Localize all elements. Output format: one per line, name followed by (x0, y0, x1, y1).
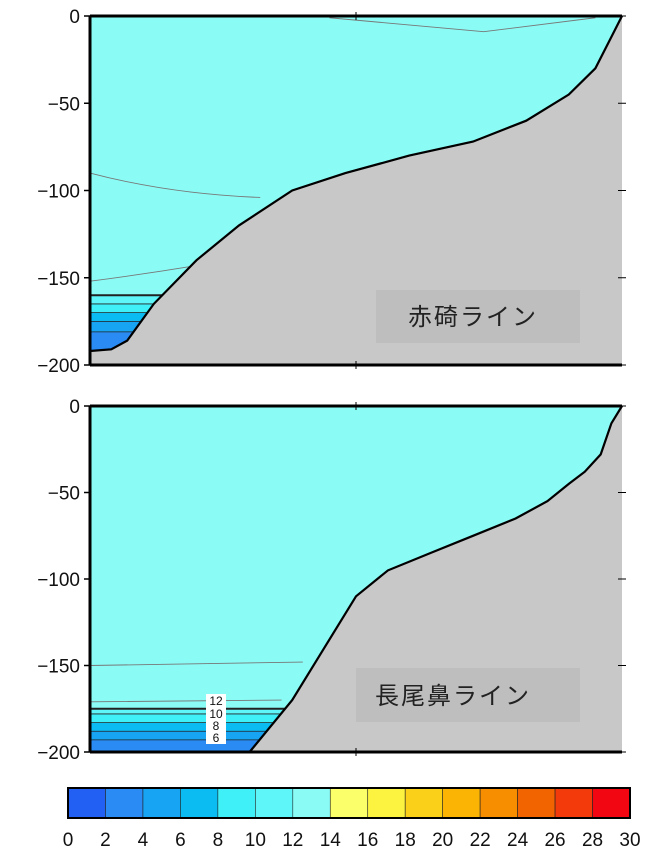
colorbar-swatch (105, 787, 144, 819)
colorbar-tick-label: 28 (582, 830, 603, 851)
y-tick-label: −100 (37, 182, 80, 203)
colorbar-swatch (442, 787, 481, 819)
colorbar-tick-label: 16 (357, 830, 378, 851)
colorbar-tick-label: 2 (100, 830, 111, 851)
contour-label: 12 (209, 694, 223, 708)
y-tick-label: −50 (48, 94, 80, 115)
y-tick-label: −150 (37, 657, 80, 678)
y-tick-label: 0 (69, 397, 80, 418)
colorbar-tick-label: 22 (470, 830, 491, 851)
temperature-layer (90, 708, 383, 714)
contour-line (89, 699, 282, 703)
colorbar-swatch (554, 787, 593, 819)
colorbar-swatch (292, 787, 331, 819)
contour-line (329, 17, 596, 33)
colorbar-swatch (367, 787, 406, 819)
line-label-box (376, 290, 580, 343)
y-tick-label: −200 (37, 743, 80, 764)
contour-line (89, 172, 261, 198)
colorbar-tick-label: 30 (619, 830, 640, 851)
line-label: 長尾鼻ライン (375, 682, 531, 710)
colorbar-tick-label: 12 (282, 830, 303, 851)
colorbar-tick-label: 24 (507, 830, 529, 851)
line-label-box (356, 668, 580, 722)
y-tick-label: −100 (37, 570, 80, 591)
temperature-layer (90, 731, 383, 740)
colorbar-swatch (217, 787, 256, 819)
contour-label: 8 (213, 719, 220, 733)
colorbar-swatch (329, 787, 369, 819)
contour-label-bg (206, 707, 226, 720)
seafloor-outline (90, 405, 623, 754)
seafloor (90, 16, 622, 365)
colorbar-swatch (255, 787, 294, 819)
colorbar-tick-label: 6 (175, 830, 186, 851)
colorbar: 0 2 4 6 8 10 12 14 16 18 20 22 24 26 28 30 (63, 787, 641, 851)
colorbar-tick-label: 8 (213, 830, 224, 851)
contour-label: 6 (213, 731, 220, 745)
contour-label-bg (206, 731, 226, 744)
colorbar-swatch (479, 787, 518, 819)
colorbar-frame (67, 787, 631, 819)
y-tick-label: 0 (69, 7, 80, 28)
panel-akasaki: 0 −50 −100 −150 −200 赤碕ライン (37, 7, 626, 377)
colorbar-tick-label: 20 (432, 830, 453, 851)
colorbar-tick-label: 14 (320, 830, 342, 851)
y-tick-label: −150 (37, 269, 80, 290)
contour-line (89, 661, 303, 666)
y-tick-label: −200 (37, 356, 80, 377)
colorbar-swatch (592, 787, 631, 819)
y-tick-label: −50 (48, 484, 80, 505)
colorbar-swatch (404, 787, 443, 819)
line-label: 赤碕ライン (408, 303, 538, 331)
colorbar-swatch (180, 787, 219, 819)
contour-line (89, 265, 197, 282)
colorbar-tick-label: 10 (245, 830, 266, 851)
colorbar-swatch (142, 787, 181, 819)
colorbar-tick-label: 18 (395, 830, 416, 851)
colorbar-tick-label: 0 (63, 830, 74, 851)
seafloor (90, 406, 622, 752)
seafloor-outline (89, 15, 623, 353)
colorbar-tick-label: 4 (138, 830, 149, 851)
colorbar-tick-label: 26 (544, 830, 565, 851)
contour-label-bg (206, 719, 226, 732)
colorbar-swatch (67, 787, 106, 819)
colorbar-swatch (517, 787, 556, 819)
temperature-layer (90, 722, 383, 732)
contour-label-bg (206, 694, 226, 707)
temperature-layer (90, 713, 383, 723)
contour-label: 10 (209, 707, 223, 721)
